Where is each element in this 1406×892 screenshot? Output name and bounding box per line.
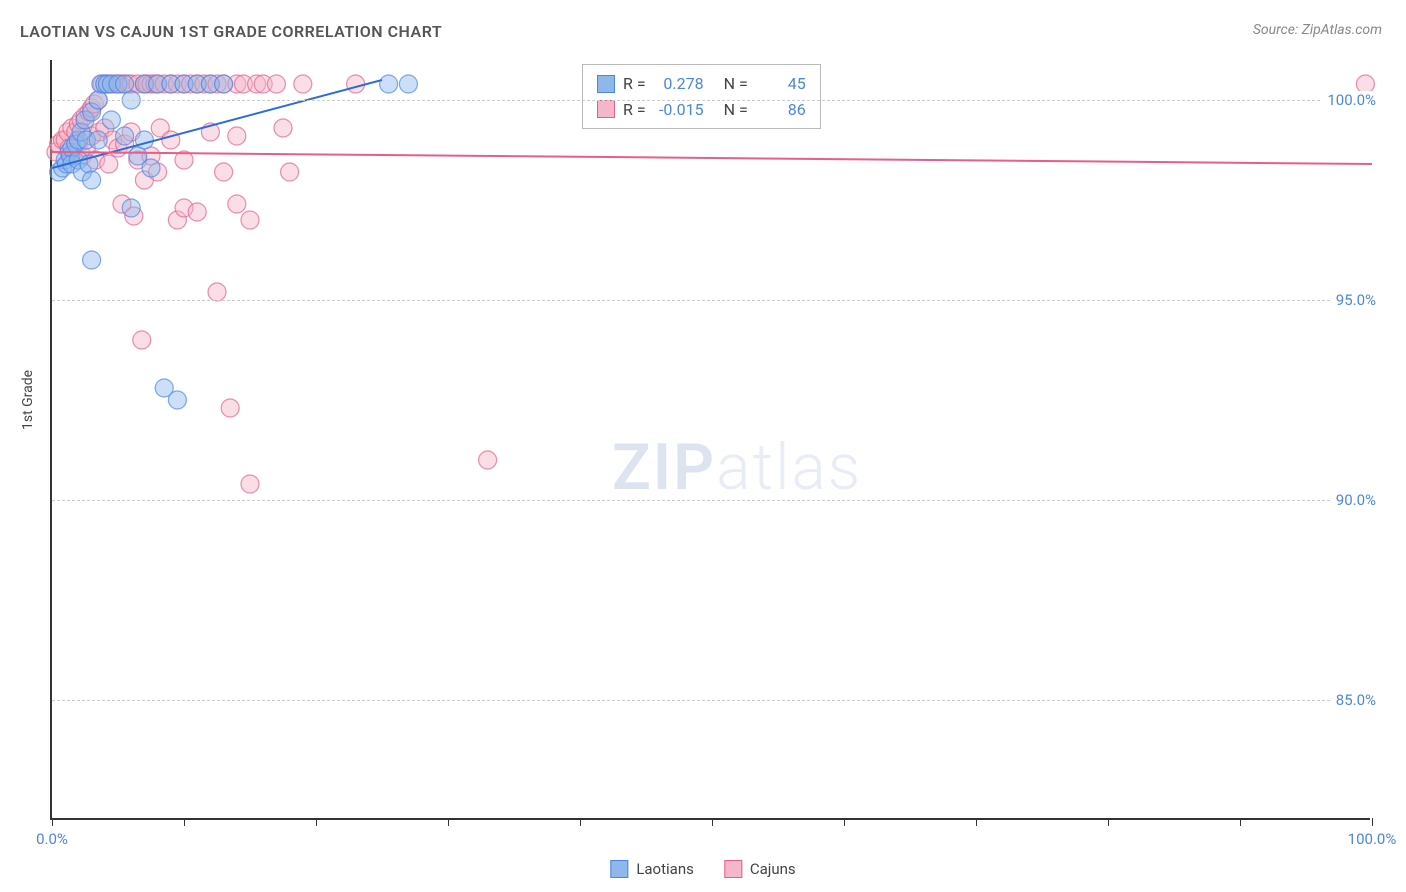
data-point (102, 111, 120, 129)
data-point (83, 251, 101, 269)
x-tick (448, 818, 449, 826)
data-point (133, 331, 151, 349)
data-point (380, 75, 398, 93)
x-tick (1240, 818, 1241, 826)
y-tick-label: 100.0% (1321, 91, 1376, 109)
data-point (479, 451, 497, 469)
x-tick (1108, 818, 1109, 826)
data-point (399, 75, 417, 93)
x-tick (976, 818, 977, 826)
gridline (52, 300, 1370, 301)
data-point (228, 127, 246, 145)
data-point (188, 203, 206, 221)
data-point (294, 75, 312, 93)
plot-area: R = 0.278 N = 45 R = -0.015 N = 86 ZIPat… (50, 60, 1370, 820)
trend-line (52, 152, 1372, 164)
r-value: 0.278 (654, 71, 704, 97)
data-point (215, 163, 233, 181)
data-point (347, 75, 365, 93)
legend-item: Laotians (610, 860, 694, 878)
data-point (135, 131, 153, 149)
bottom-legend: Laotians Cajuns (610, 860, 795, 878)
y-tick-label: 95.0% (1330, 291, 1376, 309)
gridline (52, 500, 1370, 501)
gridline (52, 700, 1370, 701)
data-point (274, 119, 292, 137)
x-tick (712, 818, 713, 826)
x-tick (580, 818, 581, 826)
data-point (241, 211, 259, 229)
data-point (267, 75, 285, 93)
x-tick-label: 0.0% (36, 830, 68, 848)
legend-label: Laotians (636, 860, 694, 878)
x-tick (316, 818, 317, 826)
swatch-icon (597, 100, 615, 118)
data-point (168, 391, 186, 409)
x-tick (844, 818, 845, 826)
x-tick (1372, 818, 1373, 826)
y-axis-label: 1st Grade (20, 370, 36, 430)
data-point (83, 171, 101, 189)
r-label: R = (623, 71, 646, 97)
data-point (100, 155, 118, 173)
swatch-icon (597, 75, 615, 93)
scatter-svg (52, 60, 1370, 818)
stats-row: R = 0.278 N = 45 (597, 71, 806, 97)
data-point (215, 75, 233, 93)
swatch-icon (610, 860, 628, 878)
n-value: 45 (756, 71, 806, 97)
data-point (116, 127, 134, 145)
legend-item: Cajuns (724, 860, 796, 878)
data-point (116, 75, 134, 93)
n-label: N = (724, 71, 748, 97)
x-tick (52, 818, 53, 826)
swatch-icon (724, 860, 742, 878)
x-tick-label: 100.0% (1348, 830, 1397, 848)
data-point (122, 199, 140, 217)
x-tick (184, 818, 185, 826)
data-point (208, 283, 226, 301)
y-tick-label: 90.0% (1330, 491, 1376, 509)
data-point (221, 399, 239, 417)
y-tick-label: 85.0% (1330, 691, 1376, 709)
chart-title: LAOTIAN VS CAJUN 1ST GRADE CORRELATION C… (20, 22, 442, 41)
stats-legend-box: R = 0.278 N = 45 R = -0.015 N = 86 (582, 64, 821, 129)
data-point (281, 163, 299, 181)
data-point (228, 195, 246, 213)
data-point (142, 159, 160, 177)
gridline (52, 100, 1370, 101)
chart-container: LAOTIAN VS CAJUN 1ST GRADE CORRELATION C… (0, 0, 1406, 892)
source-attribution: Source: ZipAtlas.com (1253, 22, 1382, 38)
data-point (89, 131, 107, 149)
legend-label: Cajuns (750, 860, 796, 878)
data-point (241, 475, 259, 493)
